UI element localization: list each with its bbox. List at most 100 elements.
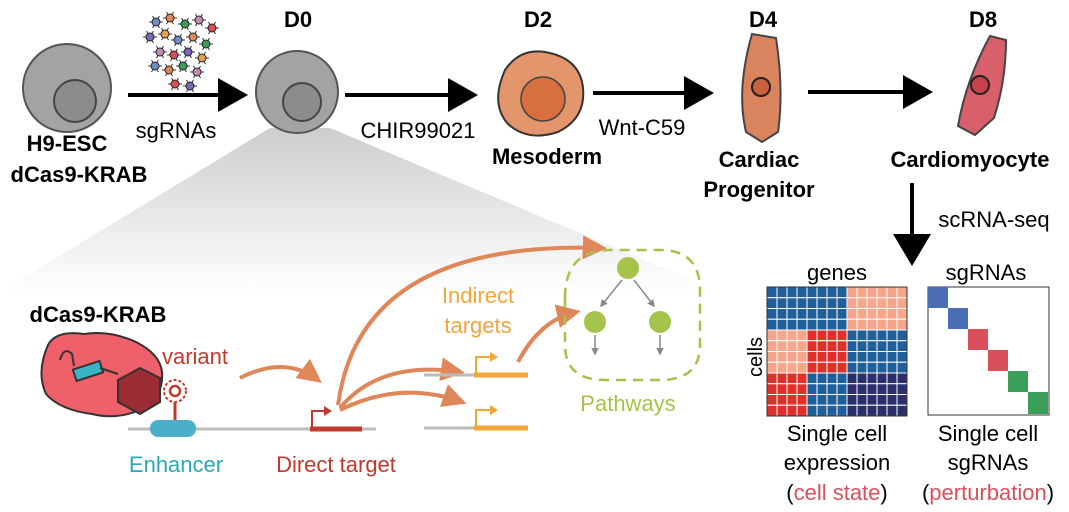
- expression-cell: [786, 297, 798, 309]
- expression-cell: [816, 383, 828, 395]
- scrna-seq-label: scRNA-seq: [938, 207, 1049, 232]
- expression-cell: [876, 361, 888, 374]
- direct-target-promoter: [311, 410, 326, 427]
- sgrna-virus-particle: [168, 77, 182, 91]
- expression-heatmap: [766, 286, 908, 417]
- sgrna-heatmap: [927, 286, 1050, 416]
- expression-cell: [886, 340, 898, 352]
- expression-cell: [876, 318, 888, 331]
- sgrna-virus-particle: [163, 11, 177, 25]
- expression-cell: [766, 286, 778, 299]
- expression-cell: [786, 286, 798, 299]
- expression-cell: [896, 286, 908, 299]
- expression-cell: [846, 404, 858, 417]
- expression-cell: [786, 329, 798, 342]
- expression-cell: [796, 286, 808, 299]
- expr-caption-line1: Single cell: [787, 421, 887, 446]
- expression-cell: [826, 297, 838, 309]
- expression-cell: [886, 394, 898, 406]
- expression-cell: [866, 308, 878, 320]
- sgrna-virus-particle: [199, 37, 213, 51]
- arrow-direct-to-indirect-1: [338, 357, 465, 410]
- sgrna-virus-particle: [181, 45, 195, 59]
- expression-cell: [856, 361, 868, 374]
- expression-cell: [896, 372, 908, 385]
- expression-cell: [876, 351, 888, 363]
- expression-cell: [786, 361, 798, 374]
- expression-cell: [826, 394, 838, 406]
- expression-cell: [846, 372, 858, 385]
- expression-cell: [766, 308, 778, 320]
- expression-cell: [796, 297, 808, 309]
- expression-cell: [776, 351, 788, 363]
- expression-cell: [866, 318, 878, 331]
- arrow-direct-to-pathway: [336, 235, 607, 406]
- expression-cell: [856, 351, 868, 363]
- expression-cell: [896, 308, 908, 320]
- wnt-treatment-label: Wnt-C59: [599, 115, 686, 140]
- expression-cell: [766, 361, 778, 374]
- arrow-d4-to-d8: [808, 75, 933, 109]
- sgrna-block-1: [928, 287, 948, 308]
- expression-cell: [826, 308, 838, 320]
- expression-cell: [856, 297, 868, 309]
- expression-cell: [776, 383, 788, 395]
- enhancer-label: Enhancer: [129, 452, 223, 477]
- indirect-target-gene-1: [424, 352, 528, 378]
- expression-cell: [866, 351, 878, 363]
- expression-cell: [796, 372, 808, 385]
- expression-cell: [866, 372, 878, 385]
- cells-axis-label: cells: [745, 337, 767, 377]
- expression-cell: [816, 318, 828, 331]
- expression-cell: [776, 340, 788, 352]
- sgrna-virus-particle: [176, 59, 190, 73]
- expression-cell: [876, 372, 888, 385]
- sgrna-virus-particle: [192, 13, 206, 27]
- expression-cell: [776, 308, 788, 320]
- expression-cell: [896, 361, 908, 374]
- expression-cell: [886, 372, 898, 385]
- expression-cell: [806, 372, 818, 385]
- expression-cell: [876, 286, 888, 299]
- expression-cell: [876, 394, 888, 406]
- expression-cell: [816, 308, 828, 320]
- expression-cell: [836, 340, 848, 352]
- expression-cell: [866, 361, 878, 374]
- expression-cell: [766, 297, 778, 309]
- sg-caption-line1: Single cell: [938, 421, 1038, 446]
- expression-cell: [856, 308, 868, 320]
- expression-heatmap-frame: [766, 286, 908, 417]
- expression-cell: [886, 329, 898, 342]
- arrow-indirect-to-pathway: [516, 304, 581, 363]
- expression-cell: [796, 404, 808, 417]
- expression-cell: [856, 372, 868, 385]
- expr-caption-line2: expression: [784, 450, 890, 475]
- expression-cell: [796, 383, 808, 395]
- expression-cell: [846, 394, 858, 406]
- expression-cell: [886, 286, 898, 299]
- sgrna-virus-particle: [171, 33, 185, 47]
- chir-treatment-label: CHIR99021: [361, 118, 476, 143]
- expression-cell: [856, 404, 868, 417]
- expression-cell: [786, 383, 798, 395]
- expression-cell: [836, 297, 848, 309]
- expression-cell: [876, 329, 888, 342]
- expression-cell: [786, 351, 798, 363]
- sgrna-virus-particle: [183, 79, 197, 93]
- esc-label-line2: dCas9-KRAB: [11, 162, 148, 187]
- expression-cell: [776, 361, 788, 374]
- sgrna-virus-cluster: [143, 11, 219, 93]
- expression-cell: [846, 383, 858, 395]
- indirect-target-gene-2: [424, 405, 528, 431]
- expression-cell: [836, 372, 848, 385]
- genes-axis-title: genes: [807, 260, 867, 285]
- sgrna-virus-particle: [195, 51, 209, 65]
- expression-cell: [776, 297, 788, 309]
- sgrna-virus-particle: [190, 65, 204, 79]
- cardiomyocyte-cell: [956, 34, 1008, 137]
- sgrnas-treatment-label: sgRNAs: [136, 118, 217, 143]
- expression-cell: [886, 318, 898, 331]
- sgrna-block-3: [968, 329, 988, 350]
- arrow-esc-to-d0: [128, 78, 248, 112]
- expression-cell: [796, 361, 808, 374]
